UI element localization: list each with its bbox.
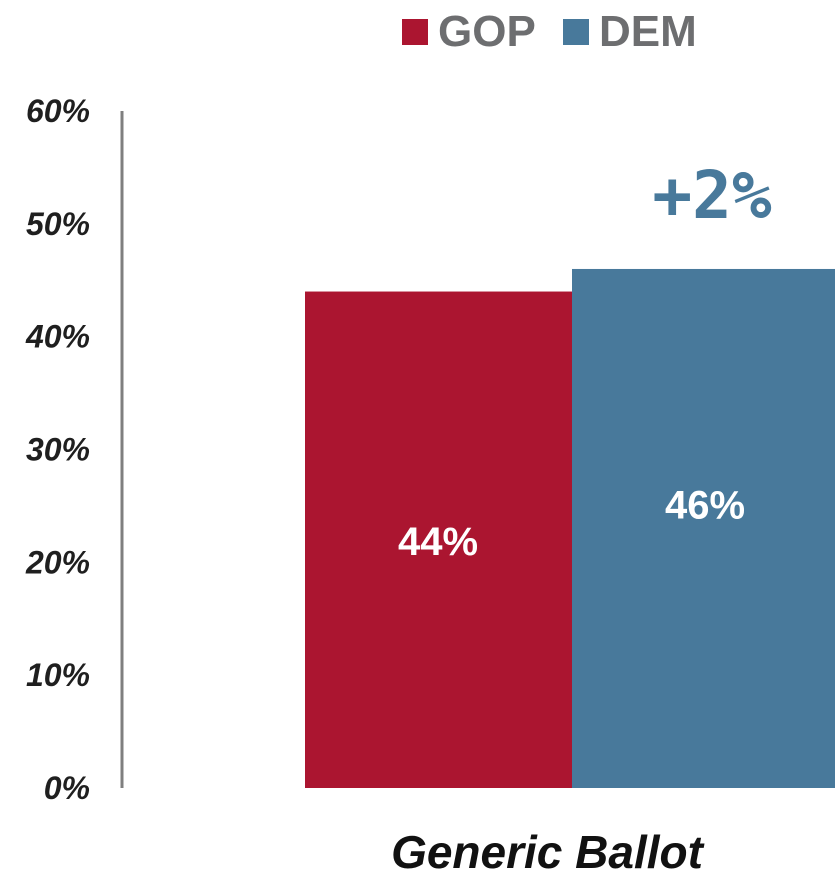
y-tick-label: 60% [26,93,90,129]
y-tick-label: 50% [26,206,90,242]
bar-value-label-dem: 46% [665,483,745,527]
legend: GOP DEM [402,7,697,56]
category-label: Generic Ballot [391,826,705,872]
y-tick-label: 20% [25,544,90,580]
y-tick-label: 0% [44,770,90,806]
bar-value-label-gop: 44% [398,520,478,564]
bars [305,268,835,788]
legend-label-dem: DEM [599,7,697,56]
bar-dem [572,268,835,788]
legend-label-gop: GOP [438,7,536,56]
y-axis-tick-labels: 0% 10% 20% 30% 40% 50% 60% [25,93,90,806]
legend-swatch-dem [563,19,589,45]
y-tick-label: 40% [25,319,90,355]
legend-swatch-gop [402,19,428,45]
difference-annotation: +2% [652,157,771,234]
y-tick-label: 30% [26,432,90,468]
bar-gop [305,291,572,788]
y-tick-label: 10% [26,657,90,693]
bar-labels: 44% 46% [398,483,745,563]
